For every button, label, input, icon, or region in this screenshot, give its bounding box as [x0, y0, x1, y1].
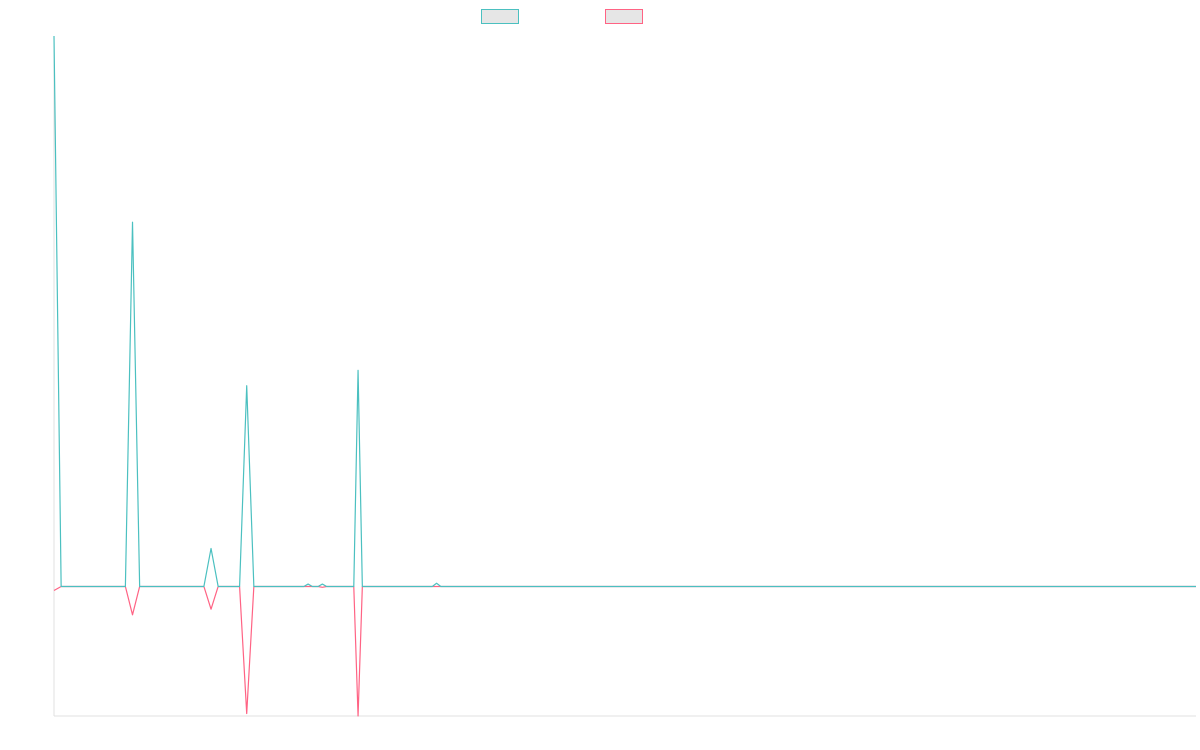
chart-series: [53, 35, 1196, 717]
series-line-1: [53, 35, 1196, 588]
series-line-2: [53, 585, 1196, 717]
chart-axes: [53, 36, 1196, 717]
legend-swatch-series-1[interactable]: [481, 9, 519, 24]
legend-swatch-series-2[interactable]: [605, 9, 643, 24]
